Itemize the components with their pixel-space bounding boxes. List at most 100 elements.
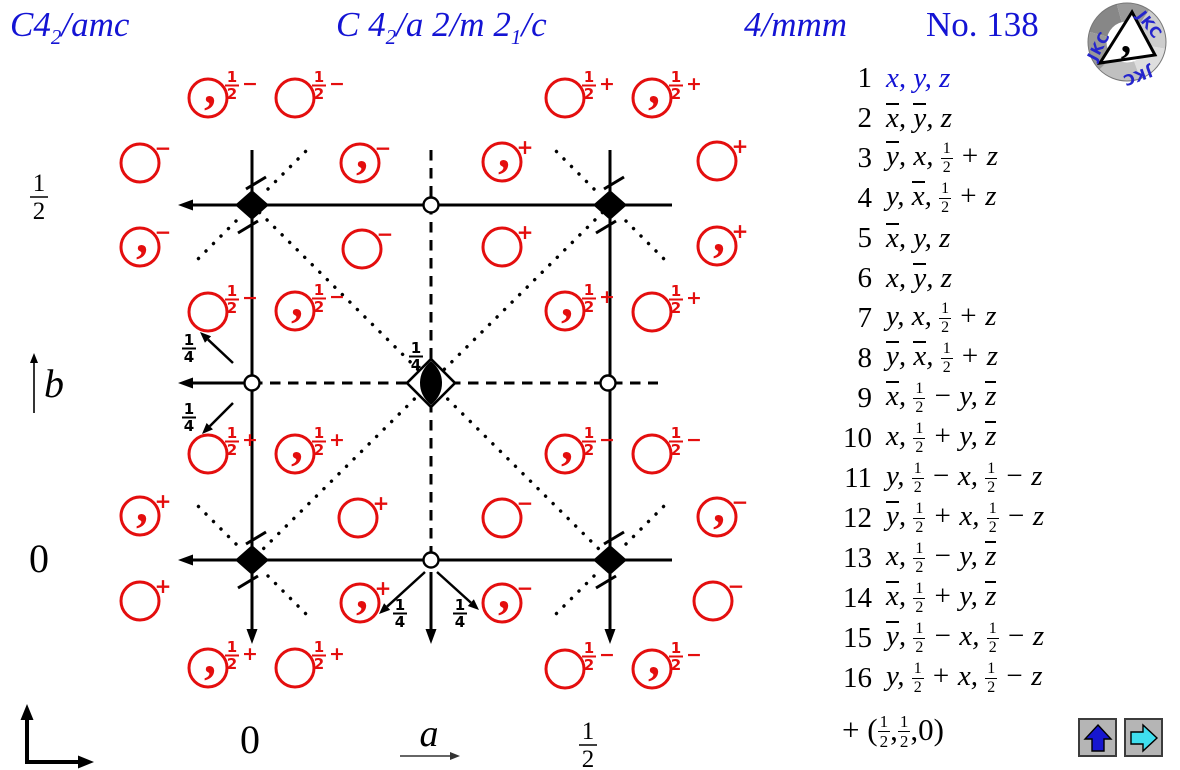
svg-text:−: − — [329, 73, 345, 95]
atom-open-circle — [692, 580, 734, 622]
svg-text:,: , — [356, 566, 368, 619]
jkc-logo[interactable] — [1087, 2, 1167, 82]
inversion-center-symbol — [243, 374, 261, 392]
atom-comma-circle — [481, 141, 523, 183]
svg-text:2: 2 — [671, 441, 681, 459]
svg-text:4: 4 — [184, 417, 194, 435]
svg-text:2: 2 — [227, 441, 237, 459]
position-coordinates: x, y, z — [886, 261, 953, 294]
nav-up-button[interactable] — [1078, 718, 1117, 757]
svg-text:2: 2 — [671, 85, 681, 103]
svg-text:2: 2 — [584, 656, 594, 674]
atom-open-circle — [119, 142, 161, 184]
svg-text:,: , — [291, 274, 303, 327]
inversion-center-symbol — [422, 196, 440, 214]
svg-text:+: + — [242, 643, 258, 665]
svg-text:+: + — [517, 135, 534, 159]
svg-text:a: a — [420, 713, 439, 755]
atom-open-circle — [481, 497, 523, 539]
svg-text:2: 2 — [671, 299, 681, 317]
svg-text:2: 2 — [227, 299, 237, 317]
svg-text:2: 2 — [584, 85, 594, 103]
svg-text:4: 4 — [411, 356, 421, 374]
svg-text:1: 1 — [584, 424, 594, 442]
atom-comma-circle — [119, 495, 161, 537]
svg-text:,: , — [498, 125, 510, 178]
svg-text:−: − — [375, 136, 392, 160]
position-number: 11 — [844, 461, 872, 494]
svg-text:2: 2 — [33, 198, 46, 225]
svg-text:1: 1 — [33, 170, 46, 197]
svg-text:0: 0 — [29, 536, 49, 581]
svg-text:+: + — [155, 489, 172, 513]
position-number: 12 — [843, 501, 872, 534]
svg-text:,: , — [498, 566, 510, 619]
atom-open-circle — [631, 433, 673, 475]
svg-text:1: 1 — [411, 339, 421, 357]
screw-axis-42-symbol — [235, 190, 269, 220]
svg-text:2: 2 — [582, 746, 595, 770]
svg-text:b: b — [44, 361, 64, 406]
inversion-center-symbol — [599, 374, 617, 392]
position-number: 3 — [857, 141, 873, 174]
position-number: 8 — [857, 341, 873, 374]
svg-text:2: 2 — [227, 655, 237, 673]
position-number: 1 — [857, 61, 873, 94]
svg-text:+: + — [599, 73, 615, 95]
svg-text:+: + — [329, 643, 345, 665]
svg-text:0: 0 — [240, 717, 260, 762]
svg-text:1: 1 — [671, 639, 681, 657]
atom-comma-circle — [339, 582, 381, 624]
svg-text:4: 4 — [395, 613, 405, 631]
svg-text:1: 1 — [395, 596, 405, 614]
svg-text:2: 2 — [314, 441, 324, 459]
atom-open-circle — [187, 291, 229, 333]
svg-text:+: + — [517, 220, 534, 244]
svg-text:1: 1 — [671, 68, 681, 86]
svg-text:1: 1 — [314, 424, 324, 442]
page-title-short: C42/amc — [10, 5, 130, 49]
svg-text:2: 2 — [227, 85, 237, 103]
atom-open-circle — [119, 580, 161, 622]
svg-text:1: 1 — [227, 282, 237, 300]
position-row: 2 x, y, z — [800, 98, 1175, 138]
space-group-number: No. 138 — [926, 5, 1039, 44]
position-number: 2 — [857, 101, 873, 134]
atom-comma-circle — [631, 648, 673, 690]
nav-next-button[interactable] — [1124, 718, 1163, 757]
svg-text:,: , — [1121, 16, 1132, 62]
svg-text:,: , — [136, 479, 148, 532]
up-arrow-icon — [1082, 723, 1113, 752]
svg-text:1: 1 — [671, 282, 681, 300]
svg-text:−: − — [732, 490, 749, 514]
svg-text:,: , — [713, 209, 725, 262]
svg-text:2: 2 — [584, 441, 594, 459]
atom-open-circle — [274, 77, 316, 119]
page-title-full-symbol: C 42/a 2/m 21/c — [336, 5, 547, 49]
position-number: 6 — [857, 261, 873, 294]
svg-text:,: , — [561, 417, 573, 470]
position-number: 15 — [843, 621, 872, 654]
svg-text:−: − — [155, 220, 172, 244]
inversion-center-symbol — [422, 551, 440, 569]
svg-text:1: 1 — [314, 281, 324, 299]
atom-open-circle — [274, 647, 316, 689]
atom-open-circle — [696, 140, 738, 182]
atom-comma-circle — [481, 582, 523, 624]
svg-text:−: − — [517, 576, 534, 600]
svg-text:+: + — [599, 286, 615, 308]
